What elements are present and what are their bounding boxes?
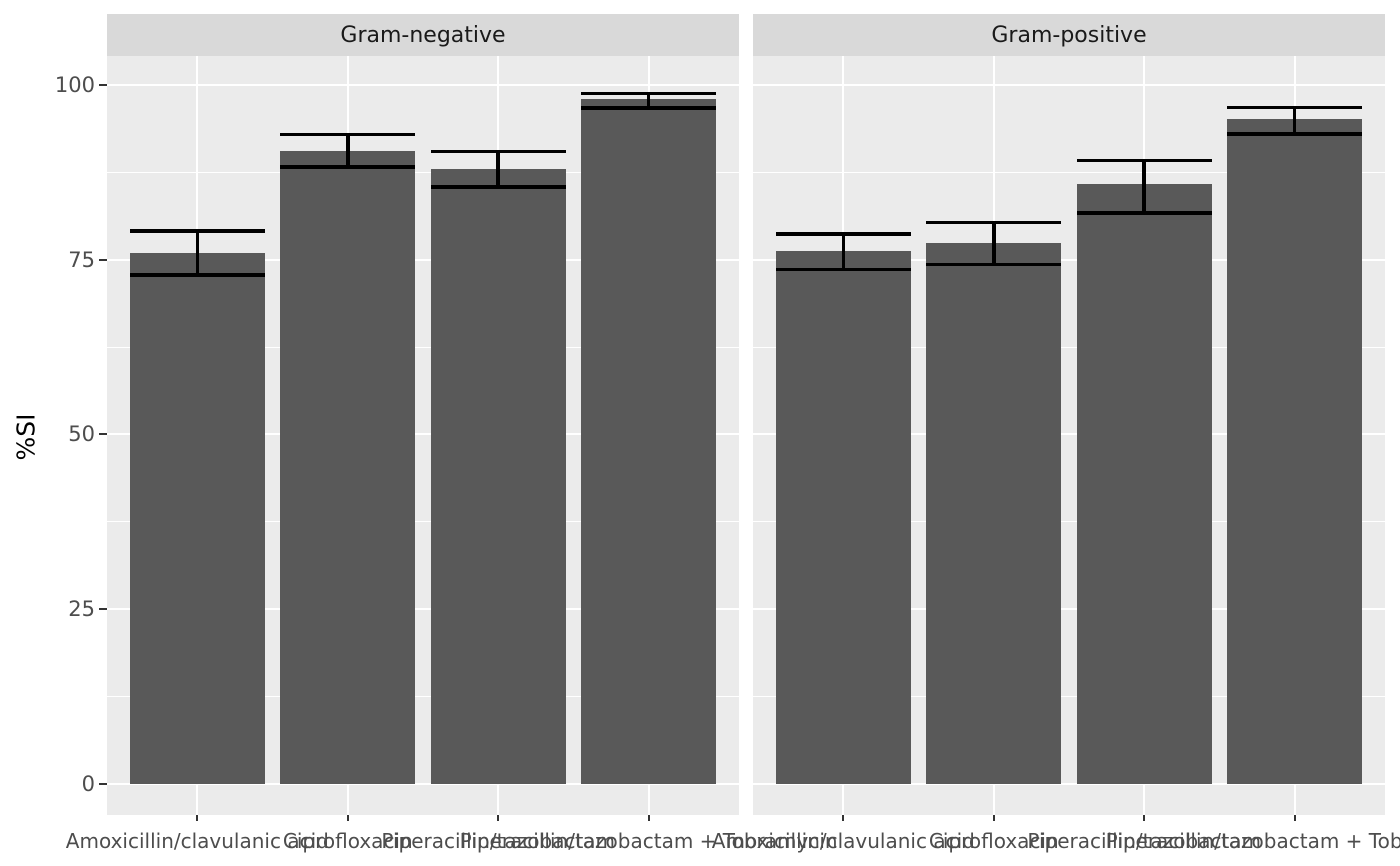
y-axis-tick-label: 75	[68, 247, 95, 272]
x-axis-tick-label: Piperacillin/tazobactam	[381, 829, 616, 853]
bar	[580, 99, 717, 784]
x-axis-tick-label: Ciprofloxacin	[282, 829, 413, 853]
error-bar-stem	[1142, 160, 1146, 213]
facet-strip-label: Gram-negative	[340, 22, 506, 48]
error-bar-cap-bottom	[580, 106, 717, 110]
error-bar-stem	[496, 151, 500, 188]
gridline-major	[107, 433, 739, 436]
x-axis-tick-label: Amoxicillin/clavulanic acid	[65, 829, 329, 853]
plot-panel	[753, 56, 1385, 815]
error-bar-cap-bottom	[1076, 211, 1212, 215]
gridline-minor	[753, 521, 1385, 523]
y-axis-tick-mark	[99, 433, 107, 436]
x-axis-tick-label: Piperacillin/tazobactam + Tobramycin	[459, 829, 838, 853]
x-axis-tick-label: Piperacillin/tazobactam	[1027, 829, 1262, 853]
plot-panel	[107, 56, 739, 815]
error-bar-cap-bottom	[1226, 132, 1363, 136]
gridline-major	[753, 84, 1385, 87]
gridline-major	[753, 607, 1385, 610]
y-axis-tick-label: 100	[54, 73, 95, 98]
gridline-minor	[107, 695, 739, 697]
error-bar-cap-bottom	[926, 262, 1062, 267]
gridline-minor	[107, 171, 739, 173]
x-axis-tick-mark	[992, 815, 995, 821]
y-axis-tick-label: 50	[68, 422, 95, 447]
gridline-major	[753, 258, 1385, 261]
x-axis-tick-mark	[842, 815, 845, 821]
y-axis-tick-label: 0	[81, 771, 95, 796]
x-axis-tick-label: Amoxicillin/clavulanic acid	[711, 829, 975, 853]
facet-strip: Gram-negative	[107, 14, 739, 56]
facet-strip-label: Gram-positive	[991, 22, 1147, 48]
x-axis-tick-mark	[196, 815, 199, 821]
error-bar-stem	[1292, 107, 1297, 134]
gridline-major	[107, 607, 739, 610]
gridline-major	[107, 258, 739, 261]
error-bar-stem	[841, 233, 846, 270]
gridline-minor	[753, 346, 1385, 348]
error-bar-cap-bottom	[280, 165, 416, 169]
x-axis-tick-label: Ciprofloxacin	[928, 829, 1059, 853]
x-axis-tick-mark	[346, 815, 349, 821]
gridline-minor	[107, 346, 739, 348]
bar	[1076, 184, 1212, 784]
error-bar-stem	[195, 231, 200, 276]
bar	[129, 252, 265, 784]
gridline-major	[753, 433, 1385, 436]
gridline-minor	[107, 521, 739, 523]
error-bar-stem	[992, 222, 996, 265]
x-axis-tick-label: Piperacillin/tazobactam + Tobramycin	[1105, 829, 1400, 853]
gridline-minor	[753, 171, 1385, 173]
gridline-major	[107, 782, 739, 785]
gridline-major	[753, 782, 1385, 785]
error-bar-cap-bottom	[775, 267, 911, 272]
facet-strip: Gram-positive	[753, 14, 1385, 56]
gridline-major	[107, 84, 739, 87]
error-bar-stem	[346, 134, 350, 167]
x-axis-tick-mark	[497, 815, 500, 821]
error-bar-stem	[646, 93, 651, 109]
x-axis-tick-mark	[1293, 815, 1296, 821]
bar	[775, 251, 911, 784]
bar	[1226, 119, 1363, 784]
x-axis-tick-mark	[1143, 815, 1146, 821]
y-axis-tick-mark	[99, 258, 107, 261]
error-bar-cap-bottom	[129, 273, 265, 277]
bar	[430, 168, 566, 784]
error-bar-cap-bottom	[430, 185, 566, 189]
bar	[280, 150, 416, 784]
gridline-minor	[753, 695, 1385, 697]
y-axis-tick-mark	[99, 782, 107, 785]
x-axis-tick-mark	[647, 815, 650, 821]
y-axis-tick-mark	[99, 607, 107, 610]
bar	[926, 242, 1062, 784]
y-axis-tick-mark	[99, 84, 107, 87]
y-axis-tick-label: 25	[68, 596, 95, 621]
